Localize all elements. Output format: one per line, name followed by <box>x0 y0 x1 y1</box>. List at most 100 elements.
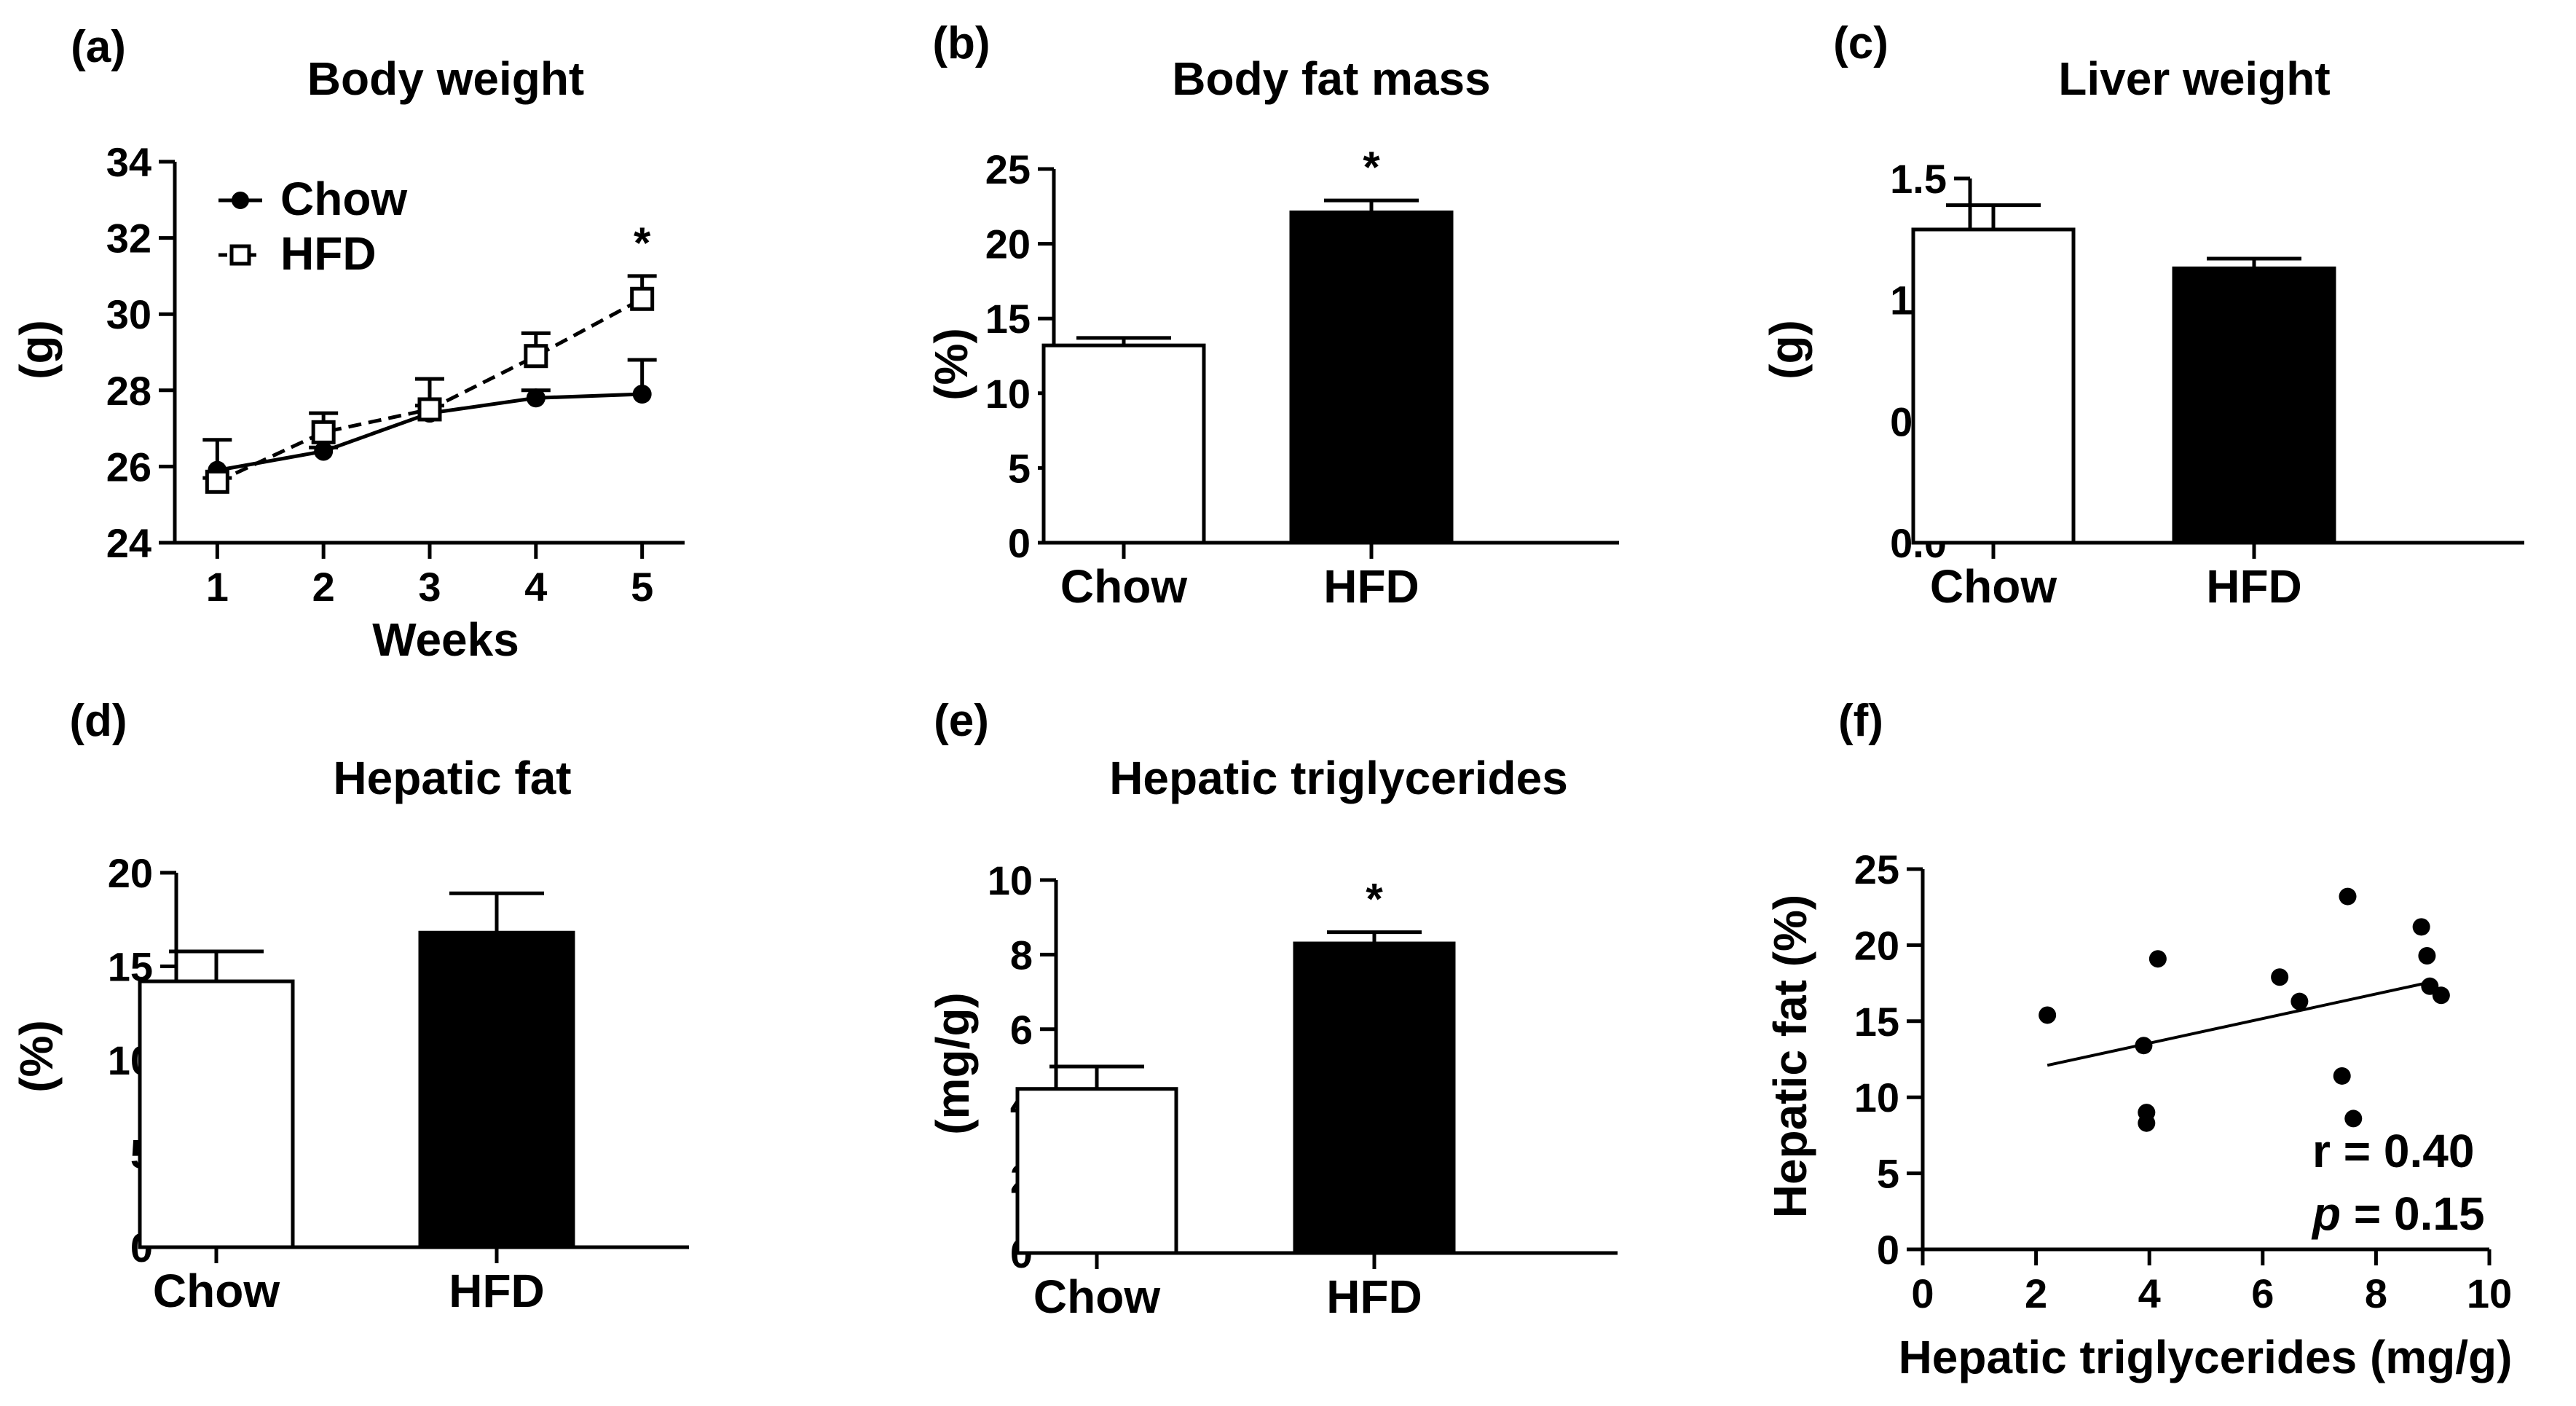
panel-f-y-axis-label: Hepatic fat (%) <box>1764 895 1816 1219</box>
panel-a-x-axis-label: Weeks <box>372 613 519 666</box>
panel-f-x-tick-label: 2 <box>2025 1270 2047 1316</box>
panel-d-letter: (d) <box>69 696 127 746</box>
panel-f-annotation-r: r = 0.40 <box>2312 1125 2474 1177</box>
panel-f-point <box>2412 918 2430 936</box>
panel-a-y-tick-label: 32 <box>106 216 151 262</box>
panel-a-x-tick-label: 3 <box>418 564 441 610</box>
panel-a-y-tick-label: 24 <box>106 520 151 566</box>
panel-e-y-tick-label: 6 <box>1010 1007 1033 1053</box>
panel-a-y-axis-label: (g) <box>10 320 63 380</box>
panel-f-annotation-p: p = 0.15 <box>2311 1187 2485 1240</box>
panel-a-point-hfd <box>524 344 548 369</box>
panel-a-legend-label-chow: Chow <box>280 173 407 225</box>
panel-a-letter: (a) <box>71 22 126 72</box>
panel-c-x-tick-label-chow: Chow <box>1930 560 2057 613</box>
panel-a-y-tick-label: 34 <box>106 139 151 185</box>
panel-a-point-hfd <box>205 469 229 494</box>
panel-e-y-tick-label: 8 <box>1010 932 1033 978</box>
panel-f-y-tick-label: 5 <box>1877 1151 1899 1197</box>
panel-d-x-tick-label-hfd: HFD <box>449 1265 545 1317</box>
panel-f-x-axis-label: Hepatic triglycerides (mg/g) <box>1899 1331 2513 1383</box>
panel-b-x-tick-label-chow: Chow <box>1060 560 1187 613</box>
panel-e-bar-hfd <box>1293 941 1456 1255</box>
panel-b-bar-hfd <box>1289 211 1454 545</box>
panel-a-x-tick-label: 4 <box>524 564 547 610</box>
panel-c-bar-chow <box>1911 227 2076 545</box>
panel-e-significance-star: * <box>1366 875 1383 924</box>
panel-b-x-tick-label-hfd: HFD <box>1323 560 1419 613</box>
panel-b-letter: (b) <box>932 18 990 68</box>
panel-b-y-tick-label: 20 <box>985 221 1031 267</box>
panel-d-y-axis-label: (%) <box>10 1020 63 1093</box>
panel-f-point <box>2148 950 2167 968</box>
panel-e-y-tick-label: 10 <box>988 857 1033 903</box>
panel-f-annotation-p-value: = 0.15 <box>2341 1187 2485 1240</box>
panel-b-significance-star: * <box>1363 143 1380 192</box>
panel-d-y-tick-label: 20 <box>108 850 153 896</box>
panel-f-y-tick-label: 25 <box>1854 847 1899 892</box>
panel-f-point <box>2291 992 2309 1010</box>
panel-f-correlation-scatter: (f) 0 5 10 15 20 25 Hepatic fat (%) 0 2 4 6 8 10 Hepat… <box>1764 696 2512 1383</box>
panel-e-y-axis-label: (mg/g) <box>926 992 979 1135</box>
panel-f-y-tick-label: 0 <box>1877 1227 1899 1273</box>
panel-c-letter: (c) <box>1833 18 1888 68</box>
panel-a-significance-star: * <box>634 219 651 267</box>
panel-a-y-tick-label: 26 <box>106 444 151 490</box>
panel-a-x-tick-label: 5 <box>631 564 653 610</box>
panel-f-point <box>2432 986 2450 1005</box>
panel-f-annotation-p-symbol: p <box>2311 1187 2341 1240</box>
panel-a-x-tick-label: 1 <box>206 564 229 610</box>
panel-a-x-tick-label: 2 <box>312 564 335 610</box>
panel-a-point-chow <box>314 441 334 461</box>
panel-f-x-tick-label: 10 <box>2467 1270 2512 1316</box>
panel-b-body-fat-mass: (b) Body fat mass 0 5 10 15 20 25 (%) Chow HFD * <box>925 18 1619 613</box>
panel-f-point <box>2333 1067 2351 1085</box>
panel-c-title: Liver weight <box>2058 52 2330 105</box>
panel-e-x-tick-label-chow: Chow <box>1033 1270 1160 1323</box>
panel-f-y-tick-label: 10 <box>1854 1075 1899 1120</box>
panel-f-x-tick-label: 6 <box>2251 1270 2274 1316</box>
panel-e-letter: (e) <box>934 696 989 746</box>
panel-a-point-hfd <box>417 397 442 422</box>
panel-f-x-tick-label: 8 <box>2365 1270 2387 1316</box>
panel-e-x-tick-label-hfd: HFD <box>1326 1270 1422 1323</box>
panel-f-y-tick-label: 20 <box>1854 922 1899 968</box>
panel-f-letter: (f) <box>1838 696 1883 746</box>
panel-d-x-tick-label-chow: Chow <box>153 1265 280 1317</box>
panel-f-x-tick-label: 0 <box>1911 1270 1934 1316</box>
panel-b-y-tick-label: 5 <box>1008 445 1031 491</box>
panel-f-point <box>2271 968 2289 986</box>
panel-f-point <box>2138 1114 2156 1132</box>
panel-c-x-tick-label-hfd: HFD <box>2206 560 2302 613</box>
panel-a-legend-label-hfd: HFD <box>280 227 377 280</box>
panel-b-y-tick-label: 25 <box>985 146 1031 192</box>
panel-b-title: Body fat mass <box>1172 52 1490 105</box>
panel-e-title: Hepatic triglycerides <box>1109 752 1568 804</box>
panel-c-y-tick-label: 1.5 <box>1890 156 1947 202</box>
panel-a-y-tick-label: 30 <box>106 291 151 337</box>
panel-b-y-tick-label: 10 <box>985 371 1031 417</box>
panel-f-y-tick-label: 15 <box>1854 999 1899 1045</box>
panel-a-point-chow <box>526 388 545 408</box>
panel-b-y-tick-label: 15 <box>985 296 1031 342</box>
panel-f-point <box>2039 1006 2057 1024</box>
panel-a-point-hfd <box>311 420 336 444</box>
panel-a-legend-marker-hfd <box>229 244 251 266</box>
panel-c-y-axis-label: (g) <box>1760 320 1813 380</box>
panel-d-title: Hepatic fat <box>333 752 571 804</box>
panel-b-bar-chow <box>1041 343 1206 545</box>
panel-f-fit-line <box>2047 980 2433 1067</box>
panel-b-y-tick-label: 0 <box>1008 520 1031 566</box>
panel-c-bar-hfd <box>2172 266 2336 545</box>
panel-f-point <box>2135 1037 2153 1055</box>
panel-e-hepatic-triglycerides: (e)Hepatic triglycerides0246810(mg/g)Cho… <box>926 696 1618 1323</box>
panel-f-point <box>2344 1110 2363 1128</box>
panel-b-y-axis-label: (%) <box>925 328 977 401</box>
panel-d-bar-hfd <box>418 930 575 1249</box>
panel-f-point <box>2339 887 2357 906</box>
panel-a-legend-marker-chow <box>232 192 249 209</box>
